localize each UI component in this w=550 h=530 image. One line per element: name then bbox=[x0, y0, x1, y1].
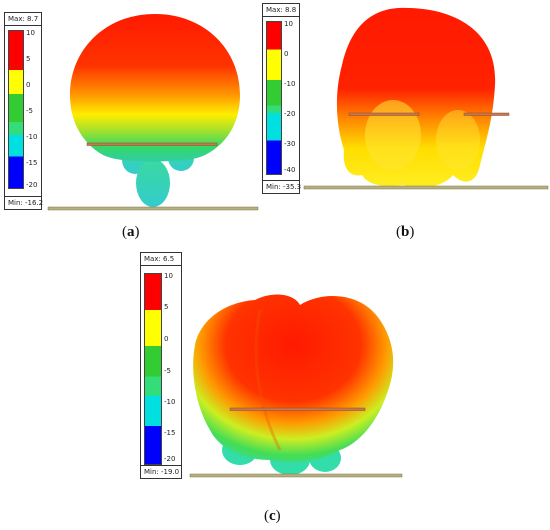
antenna-element bbox=[86, 142, 218, 146]
tick-label: 10 bbox=[26, 29, 35, 37]
radiation-pattern-c bbox=[189, 294, 403, 478]
yellow-region bbox=[436, 110, 480, 170]
color-scale-bar bbox=[144, 273, 162, 465]
color-scale-bar bbox=[266, 21, 282, 175]
panel-b: Max: 8.8 10 0 -10 -20 -30 -40 Min: -35.3… bbox=[258, 0, 550, 250]
tick-label: -15 bbox=[164, 429, 176, 437]
legend-max-label: Max: 8.7 bbox=[5, 13, 41, 26]
tick-label: 10 bbox=[164, 272, 173, 280]
main-lobe bbox=[193, 294, 394, 463]
antenna-element bbox=[229, 407, 366, 411]
radiation-pattern-a bbox=[47, 14, 259, 211]
yellow-region bbox=[365, 100, 421, 170]
caption-letter: c bbox=[269, 508, 276, 524]
tick-label: -30 bbox=[284, 140, 296, 148]
antenna-element bbox=[348, 112, 420, 116]
caption-a: (a) bbox=[122, 224, 140, 240]
ground-plane bbox=[47, 206, 259, 211]
tick-label: -15 bbox=[26, 159, 38, 167]
back-lobe bbox=[136, 159, 170, 207]
legend-min-label: Min: -16.2 bbox=[5, 196, 43, 209]
legend-b: Max: 8.8 10 0 -10 -20 -30 -40 Min: -35.3 bbox=[262, 3, 301, 194]
tick-label: -5 bbox=[164, 367, 171, 375]
tick-label: 5 bbox=[26, 55, 31, 63]
legend-a: Max: 8.7 10 5 0 -5 -10 -15 -20 Min: -16.… bbox=[4, 12, 43, 210]
tick-label: 10 bbox=[284, 20, 293, 28]
caption-b: (b) bbox=[396, 224, 415, 240]
panel-a: Max: 8.7 10 5 0 -5 -10 -15 -20 Min: -16.… bbox=[0, 0, 270, 250]
antenna-element bbox=[463, 112, 510, 116]
main-lobe bbox=[70, 14, 240, 162]
tick-label: -20 bbox=[164, 455, 176, 463]
tick-label: 0 bbox=[284, 50, 289, 58]
tick-label: -20 bbox=[26, 181, 38, 189]
tick-label: -10 bbox=[164, 398, 176, 406]
panel-c: Max: 6.5 10 5 0 -5 -10 -15 -20 Min: -19.… bbox=[0, 250, 550, 530]
tick-label: -10 bbox=[26, 133, 38, 141]
legend-max-label: Max: 8.8 bbox=[263, 4, 299, 17]
tick-label: -10 bbox=[284, 80, 296, 88]
ground-plane bbox=[303, 185, 549, 190]
color-scale-bar bbox=[8, 30, 24, 189]
lobe-crease bbox=[254, 309, 282, 451]
legend-min-label: Min: -35.3 bbox=[263, 180, 301, 193]
tick-label: 0 bbox=[164, 335, 169, 343]
tick-label: -40 bbox=[284, 166, 296, 174]
ground-plane bbox=[189, 473, 403, 478]
legend-c: Max: 6.5 10 5 0 -5 -10 -15 -20 Min: -19.… bbox=[140, 252, 182, 479]
caption-letter: b bbox=[401, 224, 410, 240]
caption-letter: a bbox=[127, 224, 135, 240]
tick-label: 5 bbox=[164, 303, 169, 311]
tick-label: -20 bbox=[284, 110, 296, 118]
caption-c: (c) bbox=[264, 508, 281, 524]
legend-max-label: Max: 6.5 bbox=[141, 253, 181, 266]
legend-min-label: Min: -19.0 bbox=[141, 465, 181, 478]
tick-label: -5 bbox=[26, 107, 33, 115]
radiation-pattern-b bbox=[303, 7, 549, 190]
tick-label: 0 bbox=[26, 81, 31, 89]
